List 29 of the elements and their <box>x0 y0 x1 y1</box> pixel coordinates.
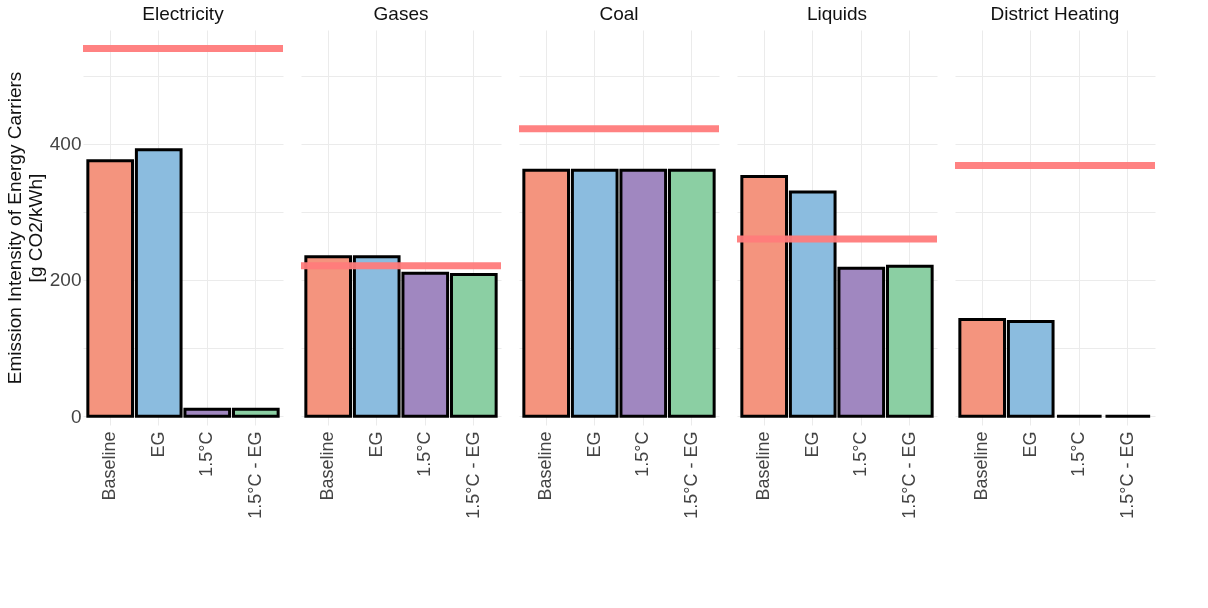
x-tick-label: Baseline <box>535 431 556 501</box>
y-tick-label: 400 <box>49 133 82 155</box>
x-tick-label: Baseline <box>753 431 774 501</box>
x-tick-label: 1.5°C <box>1068 431 1089 477</box>
y-tick-label: 200 <box>49 269 82 291</box>
x-tick-label: 1.5°C <box>196 431 217 477</box>
x-tick-label: Baseline <box>317 431 338 501</box>
chart-title: Gases <box>373 3 429 24</box>
x-tick-label: 1.5°C <box>414 431 435 477</box>
x-tick-label: 1.5°C - EG <box>462 431 483 519</box>
x-tick-label: 1.5°C - EG <box>1116 431 1137 519</box>
x-tick-label: EG <box>365 431 386 458</box>
x-tick-label: 1.5°C <box>632 431 653 477</box>
x-tick-label: Baseline <box>99 431 120 501</box>
x-tick-label: 1.5°C <box>850 431 871 477</box>
chart-title: District Heating <box>990 3 1120 24</box>
x-tick-label: 1.5°C - EG <box>680 431 701 519</box>
x-tick-label: Baseline <box>971 431 992 501</box>
chart-title: Liquids <box>806 3 868 24</box>
chart-title: Electricity <box>142 3 225 24</box>
x-tick-label: EG <box>583 431 604 458</box>
y-tick-label: 0 <box>70 405 82 427</box>
chart-title: Coal <box>599 3 639 24</box>
x-tick-label: EG <box>147 431 168 458</box>
y-axis-title: Emission Intensity of Energy Carriers [g CO2/kWh] <box>3 71 46 385</box>
x-tick-label: EG <box>801 431 822 458</box>
x-tick-label: EG <box>1019 431 1040 458</box>
x-tick-label: 1.5°C - EG <box>244 431 265 519</box>
x-tick-label: 1.5°C - EG <box>898 431 919 519</box>
